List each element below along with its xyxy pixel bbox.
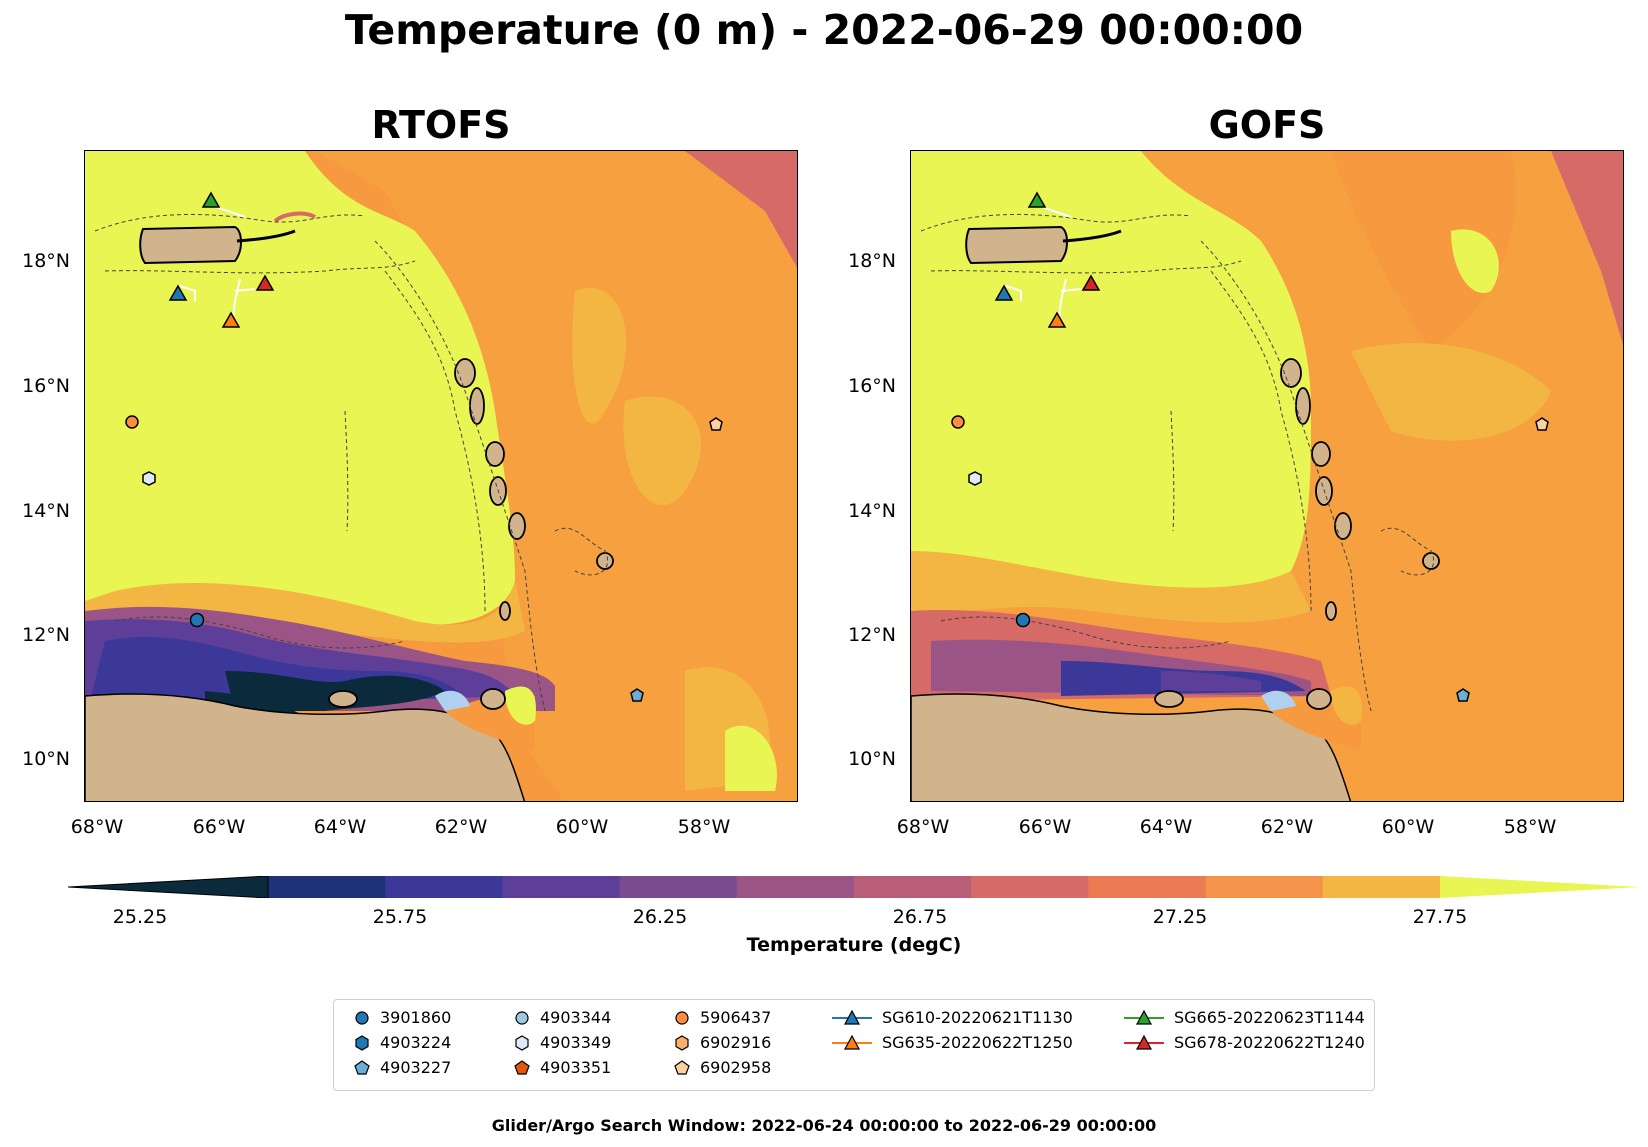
lon-label-68w: 68°W bbox=[896, 816, 950, 838]
lat-label-12n: 12°N bbox=[848, 624, 896, 646]
legend-item: SG610-20220621T1130 bbox=[832, 1008, 1073, 1027]
lon-label-62w: 62°W bbox=[1260, 816, 1314, 838]
lon-label-58w: 58°W bbox=[1503, 816, 1557, 838]
hexagon-icon bbox=[515, 1034, 529, 1051]
colorbar-tick-label: 25.75 bbox=[372, 906, 428, 928]
legend-item: SG635-20220622T1250 bbox=[832, 1033, 1073, 1052]
lon-label-64w: 64°W bbox=[313, 816, 367, 838]
legend-item: 4903224 bbox=[354, 1033, 451, 1052]
legend-item: 3901860 bbox=[354, 1008, 451, 1027]
lat-label-14n: 14°N bbox=[22, 500, 70, 522]
colorbar-tick-label: 26.75 bbox=[892, 906, 948, 928]
colorbar-segment bbox=[619, 876, 738, 898]
hexagon-icon bbox=[675, 1034, 689, 1051]
triangle-icon bbox=[1124, 1034, 1164, 1050]
legend-label: SG665-20220623T1144 bbox=[1174, 1008, 1365, 1027]
lon-label-58w: 58°W bbox=[677, 816, 731, 838]
colorbar-title: Temperature (degC) bbox=[746, 934, 962, 956]
lat-label-16n: 16°N bbox=[848, 375, 896, 397]
pentagon-icon bbox=[354, 1059, 370, 1075]
colorbar-segment bbox=[1322, 876, 1441, 898]
colorbar-tick-label: 27.25 bbox=[1152, 906, 1208, 928]
legend-item: 6902916 bbox=[674, 1033, 771, 1052]
lat-label-10n: 10°N bbox=[848, 748, 896, 770]
circle-icon bbox=[675, 1010, 689, 1025]
legend-label: 4903349 bbox=[540, 1033, 612, 1052]
lat-label-18n: 18°N bbox=[848, 250, 896, 272]
colorbar-segment bbox=[385, 876, 503, 898]
legend-item: 4903349 bbox=[514, 1033, 611, 1052]
colorbar-segment bbox=[736, 876, 855, 898]
figure-title: Temperature (0 m) - 2022-06-29 00:00:00 bbox=[344, 6, 1304, 54]
colorbar-segment bbox=[1205, 876, 1324, 898]
legend-item: 4903344 bbox=[514, 1008, 611, 1027]
colorbar-segment bbox=[268, 876, 386, 898]
rtofs-map bbox=[84, 150, 798, 802]
legend-label: 5906437 bbox=[700, 1008, 772, 1027]
colorbar-segment bbox=[502, 876, 621, 898]
legend-label: 3901860 bbox=[380, 1008, 452, 1027]
pentagon-icon bbox=[674, 1059, 690, 1075]
lon-label-60w: 60°W bbox=[555, 816, 609, 838]
legend-item: 4903351 bbox=[514, 1058, 611, 1077]
colorbar-tick-label: 25.25 bbox=[112, 906, 168, 928]
circle-icon bbox=[355, 1010, 369, 1025]
search-window-footer: Glider/Argo Search Window: 2022-06-24 00… bbox=[491, 1116, 1157, 1135]
legend-label: 4903344 bbox=[540, 1008, 612, 1027]
rtofs-panel-title: RTOFS bbox=[371, 103, 511, 147]
hexagon-icon bbox=[355, 1034, 369, 1051]
lon-label-64w: 64°W bbox=[1139, 816, 1193, 838]
temperature-colorbar bbox=[68, 876, 1640, 898]
gofs-map bbox=[910, 150, 1624, 802]
triangle-icon bbox=[832, 1034, 872, 1050]
legend-label: 4903224 bbox=[380, 1033, 452, 1052]
legend-label: SG678-20220622T1240 bbox=[1174, 1033, 1365, 1052]
lat-label-12n: 12°N bbox=[22, 624, 70, 646]
colorbar-tick-label: 27.75 bbox=[1412, 906, 1468, 928]
lon-label-66w: 66°W bbox=[192, 816, 246, 838]
legend-label: SG610-20220621T1130 bbox=[882, 1008, 1073, 1027]
triangle-icon bbox=[832, 1009, 872, 1025]
circle-icon bbox=[515, 1010, 529, 1025]
lon-label-66w: 66°W bbox=[1018, 816, 1072, 838]
legend: 3901860 4903224 4903227 4903344 4903349 49033… bbox=[333, 999, 1375, 1091]
gofs-panel-title: GOFS bbox=[1208, 103, 1326, 147]
lat-label-10n: 10°N bbox=[22, 748, 70, 770]
colorbar-extend-high bbox=[1440, 876, 1640, 898]
colorbar-extend-low bbox=[68, 876, 268, 898]
legend-item: SG665-20220623T1144 bbox=[1124, 1008, 1365, 1027]
triangle-icon bbox=[1124, 1009, 1164, 1025]
colorbar-segment bbox=[854, 876, 972, 898]
legend-item: 5906437 bbox=[674, 1008, 771, 1027]
legend-item: 4903227 bbox=[354, 1058, 451, 1077]
lat-label-14n: 14°N bbox=[848, 500, 896, 522]
legend-item: 6902958 bbox=[674, 1058, 771, 1077]
legend-label: SG635-20220622T1250 bbox=[882, 1033, 1073, 1052]
legend-label: 4903351 bbox=[540, 1058, 612, 1077]
lon-label-60w: 60°W bbox=[1381, 816, 1435, 838]
legend-label: 6902916 bbox=[700, 1033, 772, 1052]
lon-label-62w: 62°W bbox=[434, 816, 488, 838]
lat-label-16n: 16°N bbox=[22, 375, 70, 397]
legend-label: 4903227 bbox=[380, 1058, 452, 1077]
colorbar-tick-label: 26.25 bbox=[632, 906, 688, 928]
legend-label: 6902958 bbox=[700, 1058, 772, 1077]
legend-item: SG678-20220622T1240 bbox=[1124, 1033, 1365, 1052]
colorbar-segment bbox=[971, 876, 1089, 898]
colorbar-segment bbox=[1088, 876, 1207, 898]
lat-label-18n: 18°N bbox=[22, 250, 70, 272]
lon-label-68w: 68°W bbox=[70, 816, 124, 838]
pentagon-icon bbox=[514, 1059, 530, 1075]
